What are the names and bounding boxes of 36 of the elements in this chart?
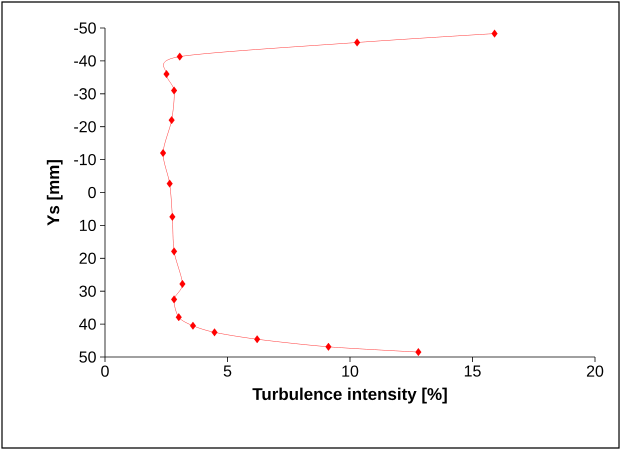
y-tick-label: 20 bbox=[80, 252, 96, 264]
x-tick-label: 15 bbox=[464, 366, 481, 377]
point bbox=[325, 342, 332, 351]
point bbox=[171, 247, 178, 256]
y-tick-label: 0 bbox=[88, 186, 96, 198]
point bbox=[171, 86, 178, 95]
x-tick-label: 0 bbox=[101, 366, 109, 377]
point bbox=[169, 212, 176, 221]
y-axis-title: Ys [mm] bbox=[46, 160, 63, 226]
y-tick-label: -40 bbox=[74, 55, 96, 67]
y-tick-label: 50 bbox=[79, 351, 96, 363]
y-tick-label: 30 bbox=[79, 286, 96, 297]
point bbox=[176, 52, 183, 61]
point bbox=[254, 335, 260, 344]
y-tick-label: -50 bbox=[74, 22, 96, 34]
point bbox=[179, 280, 186, 288]
point bbox=[211, 328, 218, 336]
point bbox=[492, 30, 498, 38]
x-tick-label: 10 bbox=[342, 366, 358, 377]
point bbox=[163, 70, 170, 78]
point bbox=[166, 180, 173, 188]
point bbox=[354, 38, 360, 46]
point bbox=[190, 322, 196, 330]
point bbox=[176, 313, 182, 322]
point bbox=[415, 348, 422, 356]
x-tick-label: 20 bbox=[586, 366, 604, 377]
point bbox=[160, 149, 166, 158]
y-tick-label: -10 bbox=[74, 154, 96, 166]
y-tick-label: 10 bbox=[80, 220, 96, 232]
x-tick-label: 5 bbox=[224, 366, 232, 377]
y-tick-label: -30 bbox=[74, 88, 96, 100]
point bbox=[168, 116, 175, 124]
point bbox=[171, 295, 178, 304]
x-axis-title: Turbulence intensity [%] bbox=[252, 388, 447, 404]
y-tick-label: 40 bbox=[79, 318, 96, 330]
y-tick-label: -20 bbox=[74, 121, 96, 132]
